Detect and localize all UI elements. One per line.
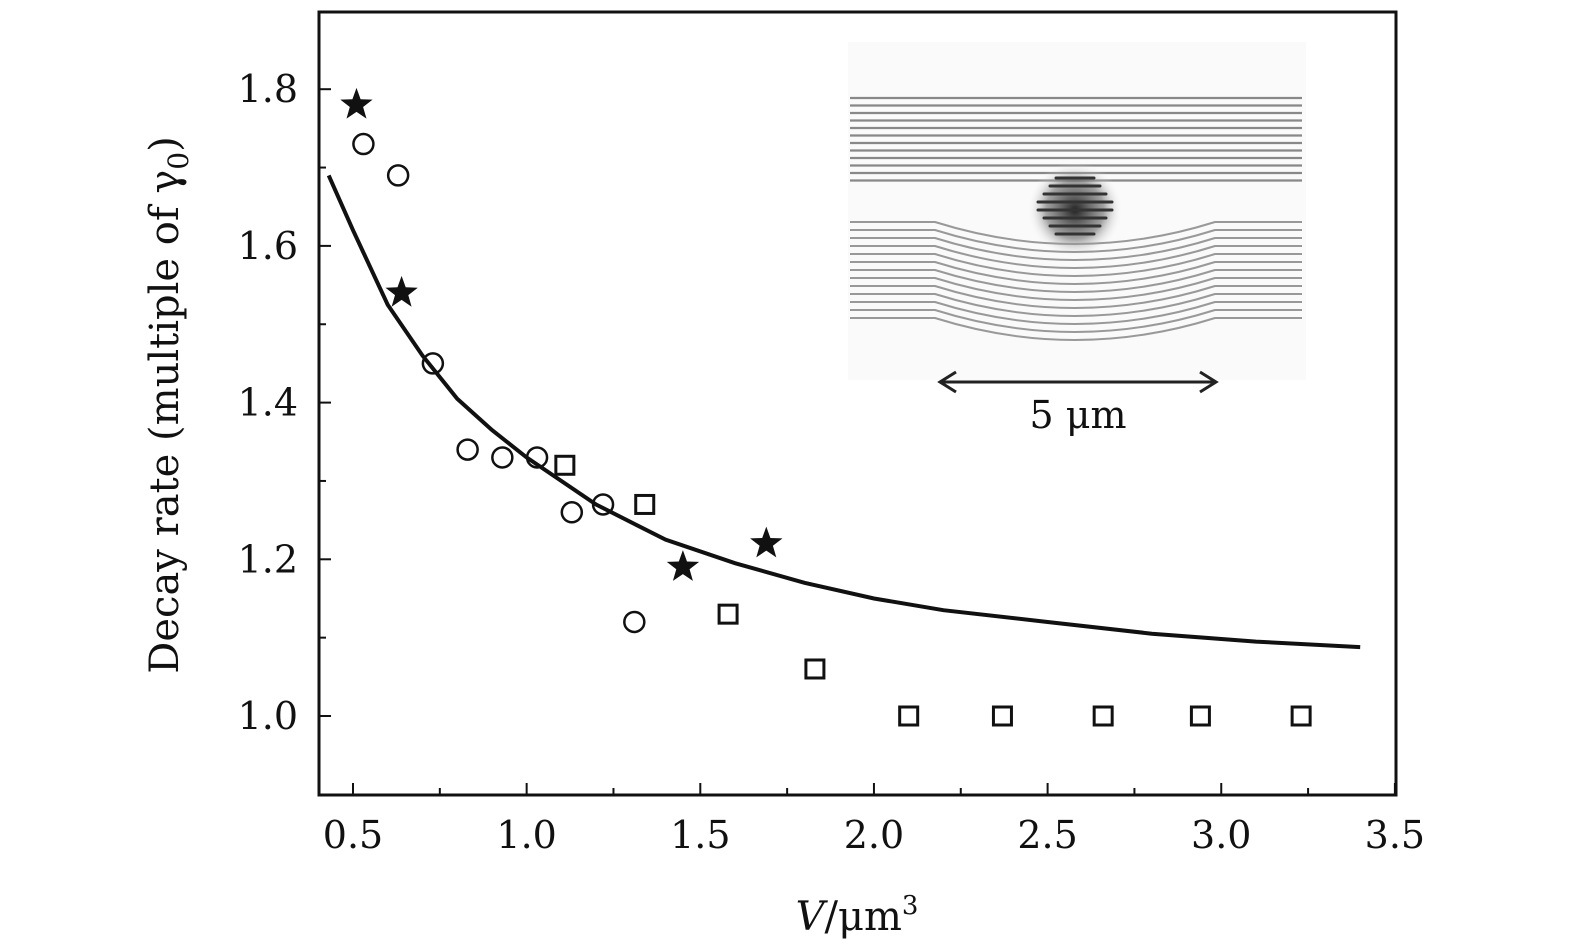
x-tick-label: 2.5 — [1017, 813, 1077, 857]
square-marker — [1290, 705, 1312, 727]
mirror-layer — [850, 229, 1302, 253]
y-tick-label: 1.2 — [238, 537, 298, 581]
y-tick-label: 1.4 — [238, 381, 298, 425]
mirror-layer — [850, 221, 1302, 245]
x-tick-label: 2.0 — [844, 813, 904, 857]
mirror-layer — [850, 261, 1302, 285]
x-tick-label: 3.0 — [1191, 813, 1251, 857]
star-marker — [385, 275, 418, 307]
inset-image: 5 μm — [848, 42, 1306, 437]
x-tick-label: 1.5 — [670, 813, 730, 857]
square-marker — [991, 705, 1013, 727]
y-tick-label: 1.6 — [238, 224, 298, 268]
star-marker — [666, 550, 700, 581]
x-tick-label: 0.5 — [323, 813, 383, 857]
mirror-layer — [850, 277, 1302, 301]
square-marker — [1189, 705, 1211, 727]
y-axis-title: Decay rate (multiple of γ0) — [142, 136, 195, 673]
x-axis-title: V/μm3 — [796, 891, 919, 940]
mirror-layer — [850, 253, 1302, 277]
scale-bar-arrow — [937, 370, 1219, 394]
square-marker — [717, 603, 739, 625]
mirror-layer — [850, 301, 1302, 325]
mirror-layer — [850, 237, 1302, 261]
circle-marker — [421, 352, 445, 375]
scale-bar-label: 5 μm — [1030, 393, 1127, 437]
x-tick-label: 1.0 — [496, 813, 556, 857]
fit-curve — [326, 174, 1361, 650]
circle-marker — [591, 493, 615, 516]
square-marker — [1092, 705, 1114, 727]
mirror-layer — [850, 317, 1302, 341]
y-tick-label: 1.8 — [238, 67, 298, 111]
circle-marker — [386, 164, 410, 187]
square-marker — [554, 454, 576, 476]
circle-marker — [352, 132, 375, 156]
square-marker — [634, 493, 656, 515]
y-tick-label: 1.0 — [238, 694, 298, 738]
circle-marker — [623, 610, 646, 634]
square-marker — [804, 658, 826, 680]
circle-marker — [525, 446, 549, 469]
mirror-layer — [850, 293, 1302, 317]
x-tick-label: 3.5 — [1365, 813, 1425, 857]
data-markers — [340, 87, 1312, 727]
star-marker — [750, 526, 783, 558]
circle-marker — [491, 446, 514, 469]
mirror-layer — [850, 285, 1302, 309]
circle-marker — [560, 501, 584, 524]
bottom-mirror — [850, 221, 1302, 341]
circle-marker — [456, 438, 479, 461]
mirror-layer — [850, 245, 1302, 269]
top-mirror — [850, 96, 1302, 182]
x-axis: 0.5 1.0 1.5 2.0 2.5 3.0 3.5 — [323, 783, 1425, 857]
y-axis: 1.0 1.2 1.4 1.6 1.8 — [238, 67, 331, 738]
star-marker — [340, 87, 373, 119]
square-marker — [898, 705, 920, 727]
mirror-layer — [850, 269, 1302, 293]
mirror-layer — [850, 309, 1302, 333]
mode-fringes — [1036, 176, 1114, 236]
